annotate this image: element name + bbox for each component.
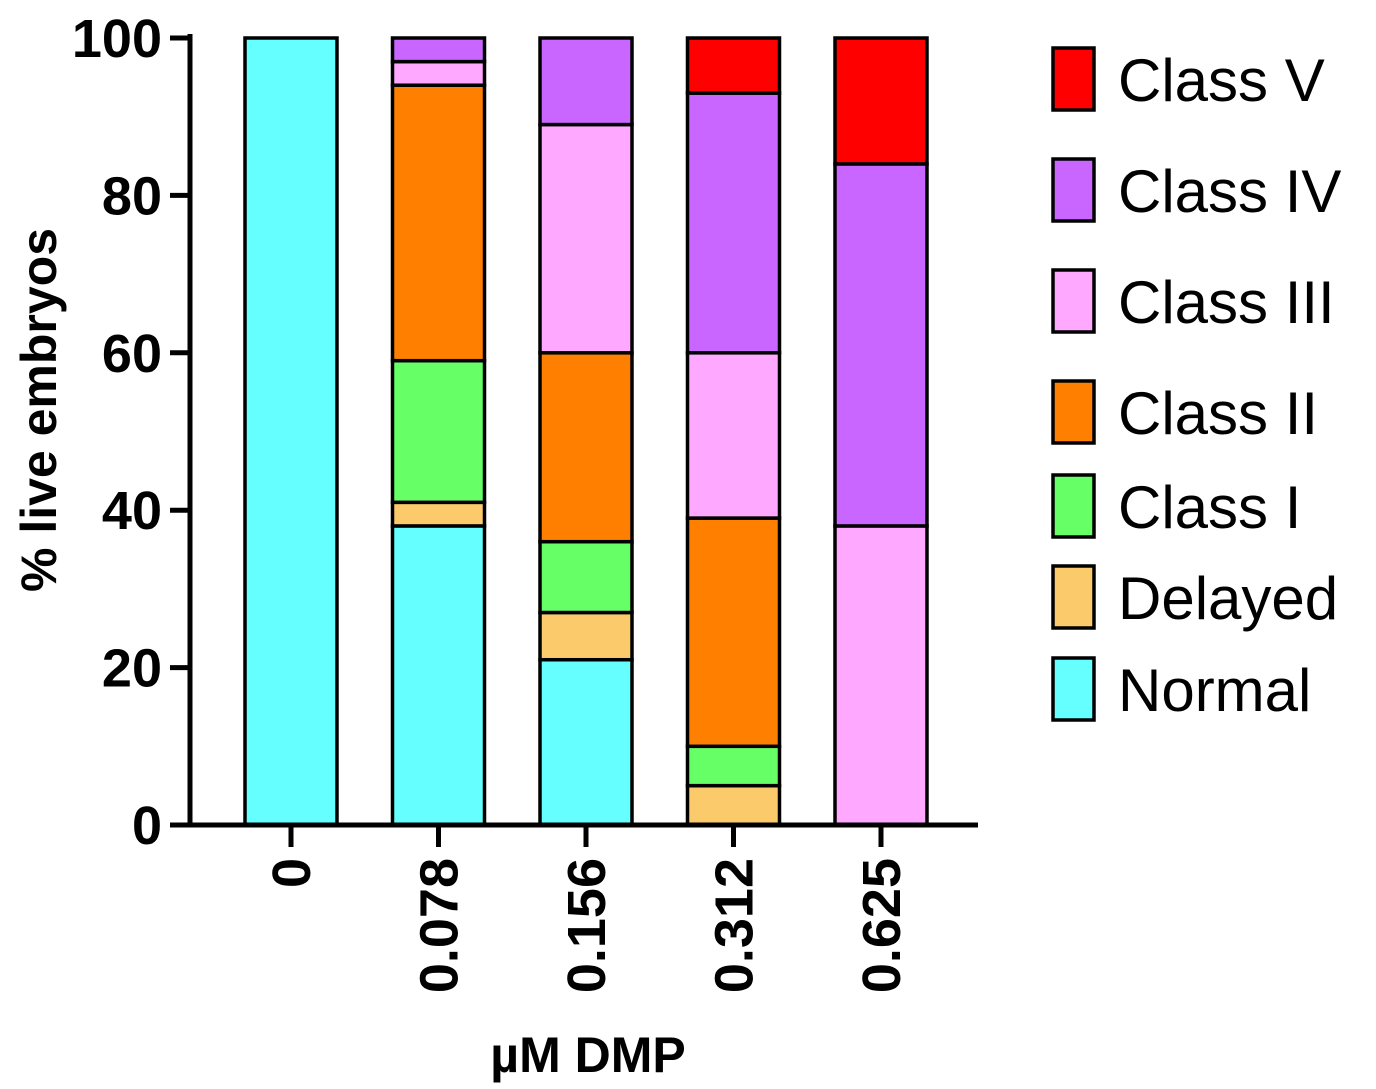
legend-swatch-class-ii: [1051, 379, 1096, 445]
bar-segment-0.078-normal: [390, 524, 487, 827]
bar-segment-0.312-class-iii: [685, 351, 782, 520]
bar-segment-0.312-delayed: [685, 783, 782, 827]
x-tick-label-0.312: 0.312: [705, 858, 765, 993]
bar-segment-0.156-class-ii: [538, 351, 634, 544]
y-axis-title: % live embryos: [11, 228, 67, 592]
bar-segment-0.156-class-iii: [538, 122, 634, 355]
legend-label-class-v: Class V: [1118, 47, 1325, 114]
bar-segment-0-normal: [243, 36, 339, 827]
bar-segment-0.156-class-iv: [538, 36, 634, 127]
legend-label-delayed: Delayed: [1118, 565, 1338, 632]
bar-segment-0.156-normal: [538, 657, 634, 827]
bar-segment-0.312-class-i: [685, 744, 782, 788]
legend-label-class-i: Class I: [1118, 474, 1301, 541]
y-tick-label-0: 0: [132, 796, 162, 856]
bar-segment-0.312-class-iv: [685, 91, 782, 355]
x-tick-label-0: 0: [262, 858, 322, 888]
bar-segment-0.625-class-v: [833, 36, 929, 166]
legend-swatch-class-i: [1051, 473, 1096, 539]
axes-group: [187, 34, 978, 828]
legend-label-class-iv: Class IV: [1118, 158, 1341, 225]
bar-segment-0.078-delayed: [390, 500, 487, 528]
bar-segment-0.312-class-ii: [685, 516, 782, 749]
x-tick-label-0.156: 0.156: [557, 858, 617, 993]
bar-segment-0.078-class-iii: [390, 59, 487, 87]
y-tick-label-60: 60: [102, 324, 162, 384]
x-axis-title: µM DMP: [490, 1027, 685, 1083]
bar-segment-0.312-class-v: [685, 36, 782, 95]
y-tick-label-80: 80: [102, 166, 162, 226]
x-tick-label-0.078: 0.078: [410, 858, 470, 993]
bar-segment-0.625-class-iv: [833, 162, 929, 528]
bar-segment-0.078-class-iv: [390, 36, 487, 64]
bar-segment-0.156-delayed: [538, 610, 634, 662]
bar-segment-0.156-class-i: [538, 539, 634, 615]
x-tick-label-0.625: 0.625: [852, 858, 912, 993]
y-tick-label-40: 40: [102, 481, 162, 541]
bar-segment-0.078-class-ii: [390, 83, 487, 363]
legend-swatch-class-iv: [1051, 157, 1096, 223]
legend-swatch-class-v: [1051, 46, 1096, 112]
y-tick-label-20: 20: [102, 639, 162, 699]
legend: Class V Class IV Class III Class II Class I D…: [1051, 46, 1341, 724]
legend-swatch-delayed: [1051, 564, 1096, 630]
legend-swatch-normal: [1051, 656, 1096, 722]
bar-segment-0.625-class-iii: [833, 524, 929, 827]
legend-label-normal: Normal: [1118, 657, 1311, 724]
x-ticks-group: 0 0.078 0.156 0.312 0.625: [262, 825, 912, 993]
legend-swatch-class-iii: [1051, 268, 1096, 334]
legend-label-class-iii: Class III: [1118, 269, 1335, 336]
y-tick-label-100: 100: [72, 9, 162, 69]
bars-group: [243, 36, 929, 827]
legend-label-class-ii: Class II: [1118, 380, 1318, 447]
bar-segment-0.078-class-i: [390, 358, 487, 505]
y-ticks-group: 0 20 40 60 80 100: [72, 9, 190, 856]
